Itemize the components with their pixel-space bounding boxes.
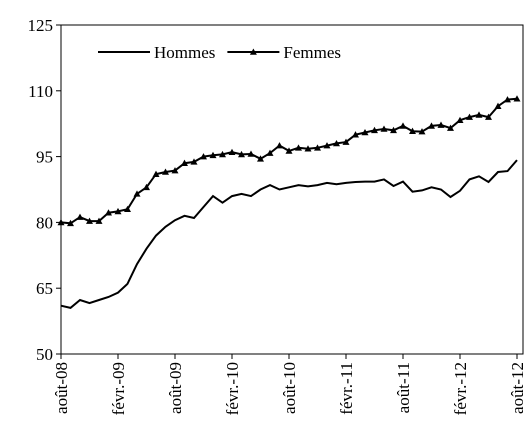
point-marker <box>67 219 74 227</box>
series-line <box>60 159 518 309</box>
point-marker <box>456 116 464 123</box>
point-marker <box>152 170 160 177</box>
point-marker <box>361 128 369 136</box>
point-marker <box>162 168 169 175</box>
x-tick-label: févr.-11 <box>337 362 356 415</box>
point-marker <box>380 125 388 132</box>
x-tick-label: août-10 <box>280 362 299 414</box>
series-line <box>60 97 518 225</box>
point-marker <box>409 127 416 134</box>
point-marker <box>171 167 179 174</box>
legend-label: Hommes <box>154 43 215 62</box>
point-marker <box>399 122 407 129</box>
y-tick-label: 65 <box>36 279 53 298</box>
point-marker <box>475 111 483 118</box>
point-marker <box>114 207 122 215</box>
point-marker <box>257 155 264 162</box>
point-marker <box>200 153 207 160</box>
point-marker <box>504 96 511 103</box>
point-marker <box>228 148 236 156</box>
point-marker <box>333 139 340 147</box>
point-marker <box>304 145 312 152</box>
x-tick-label: août-12 <box>508 362 527 414</box>
y-tick-label: 95 <box>36 148 53 167</box>
y-tick-label: 110 <box>28 82 53 101</box>
x-tick-label: août-09 <box>166 362 185 414</box>
point-marker <box>494 102 502 109</box>
point-marker <box>418 128 426 135</box>
point-marker <box>133 190 141 197</box>
point-marker <box>285 147 293 154</box>
point-marker <box>181 159 188 166</box>
point-marker <box>190 158 198 165</box>
point-marker <box>371 126 378 134</box>
y-tick-label: 50 <box>36 345 53 364</box>
point-marker <box>428 122 435 129</box>
x-tick-label: févr.-10 <box>223 362 242 415</box>
point-marker <box>447 124 454 131</box>
point-marker <box>57 218 65 226</box>
point-marker <box>86 217 93 224</box>
x-tick-label: août-11 <box>394 362 413 413</box>
point-marker <box>342 138 350 145</box>
point-marker <box>76 213 84 220</box>
y-tick-label: 80 <box>36 213 53 232</box>
point-marker <box>219 150 226 158</box>
point-marker <box>266 149 274 156</box>
point-marker <box>323 142 331 149</box>
point-marker <box>105 209 112 216</box>
y-tick-label: 125 <box>28 16 54 35</box>
point-marker <box>209 151 217 159</box>
plot-frame <box>60 24 524 355</box>
point-marker <box>238 150 245 158</box>
point-marker <box>437 121 445 128</box>
point-marker <box>247 150 255 157</box>
point-marker <box>466 113 473 120</box>
point-marker <box>95 217 103 224</box>
point-marker <box>352 131 359 138</box>
point-marker <box>143 183 150 191</box>
point-marker <box>276 142 283 149</box>
x-tick-label: févr.-09 <box>109 362 128 415</box>
point-marker <box>390 126 397 134</box>
point-marker <box>295 144 302 151</box>
x-tick-label: févr.-12 <box>451 362 470 415</box>
point-marker <box>513 95 521 102</box>
point-marker <box>314 144 321 151</box>
legend-marker <box>249 48 257 55</box>
point-marker <box>485 113 492 120</box>
point-marker <box>124 205 131 213</box>
x-tick-label: août-08 <box>52 362 71 414</box>
legend-label: Femmes <box>283 43 341 62</box>
